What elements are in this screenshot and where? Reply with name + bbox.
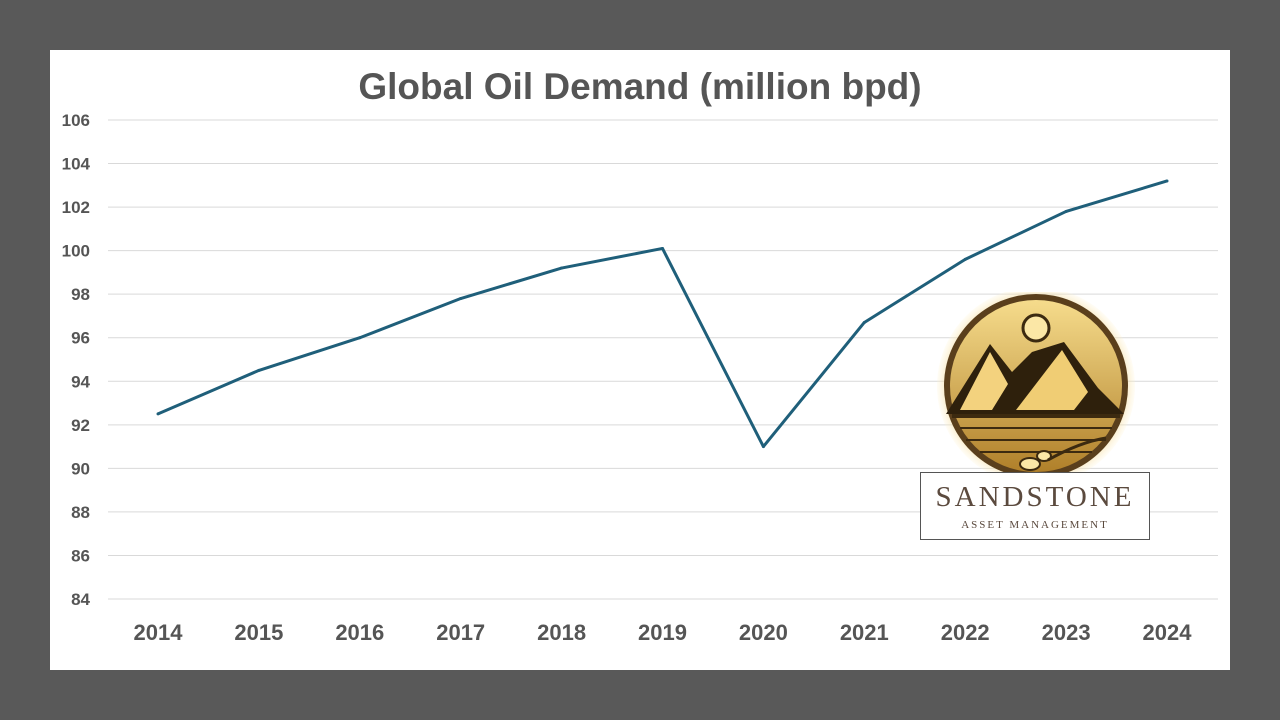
data-point (1064, 209, 1068, 213)
y-axis-ticks: 84 86 88 90 92 94 96 98 100 102 104 106 (62, 111, 91, 609)
data-point (156, 412, 160, 416)
data-point (963, 257, 967, 261)
x-tick-label: 2023 (1042, 620, 1091, 645)
data-point (761, 445, 765, 449)
y-tick-label: 100 (62, 242, 90, 261)
x-tick-label: 2021 (840, 620, 889, 645)
y-tick-label: 86 (71, 546, 90, 565)
data-point (560, 266, 564, 270)
y-tick-label: 90 (71, 459, 90, 478)
x-tick-label: 2024 (1143, 620, 1193, 645)
x-tick-label: 2016 (335, 620, 384, 645)
logo-name: SANDSTONE (935, 481, 1135, 513)
x-tick-label: 2019 (638, 620, 687, 645)
data-point (661, 246, 664, 250)
x-axis-ticks: 2014 2015 2016 2017 2018 2019 2020 2021 2022 2023… (134, 620, 1193, 645)
data-point (257, 368, 261, 372)
mountain-sun-emblem-icon (937, 292, 1135, 482)
chart-title: Global Oil Demand (million bpd) (358, 66, 922, 107)
company-logo: SANDSTONE ASSET MANAGEMENT (920, 292, 1152, 542)
data-point (459, 297, 463, 301)
series-layer (156, 179, 1169, 449)
x-tick-label: 2014 (134, 620, 184, 645)
y-tick-label: 88 (71, 503, 90, 522)
y-tick-label: 106 (62, 111, 90, 130)
y-tick-label: 92 (71, 416, 90, 435)
y-tick-label: 98 (71, 285, 90, 304)
data-point (862, 320, 866, 324)
data-point (1165, 179, 1169, 183)
x-tick-label: 2017 (436, 620, 485, 645)
logo-wordmark-box: SANDSTONE ASSET MANAGEMENT (920, 472, 1150, 540)
x-tick-label: 2022 (941, 620, 990, 645)
y-tick-label: 84 (71, 590, 90, 609)
x-tick-label: 2020 (739, 620, 788, 645)
y-tick-label: 102 (62, 198, 90, 217)
y-tick-label: 96 (71, 329, 90, 348)
x-tick-label: 2018 (537, 620, 586, 645)
y-tick-label: 94 (71, 372, 90, 391)
x-tick-label: 2015 (234, 620, 283, 645)
logo-subtitle: ASSET MANAGEMENT (961, 519, 1109, 531)
data-point (358, 336, 362, 340)
y-tick-label: 104 (62, 155, 91, 174)
